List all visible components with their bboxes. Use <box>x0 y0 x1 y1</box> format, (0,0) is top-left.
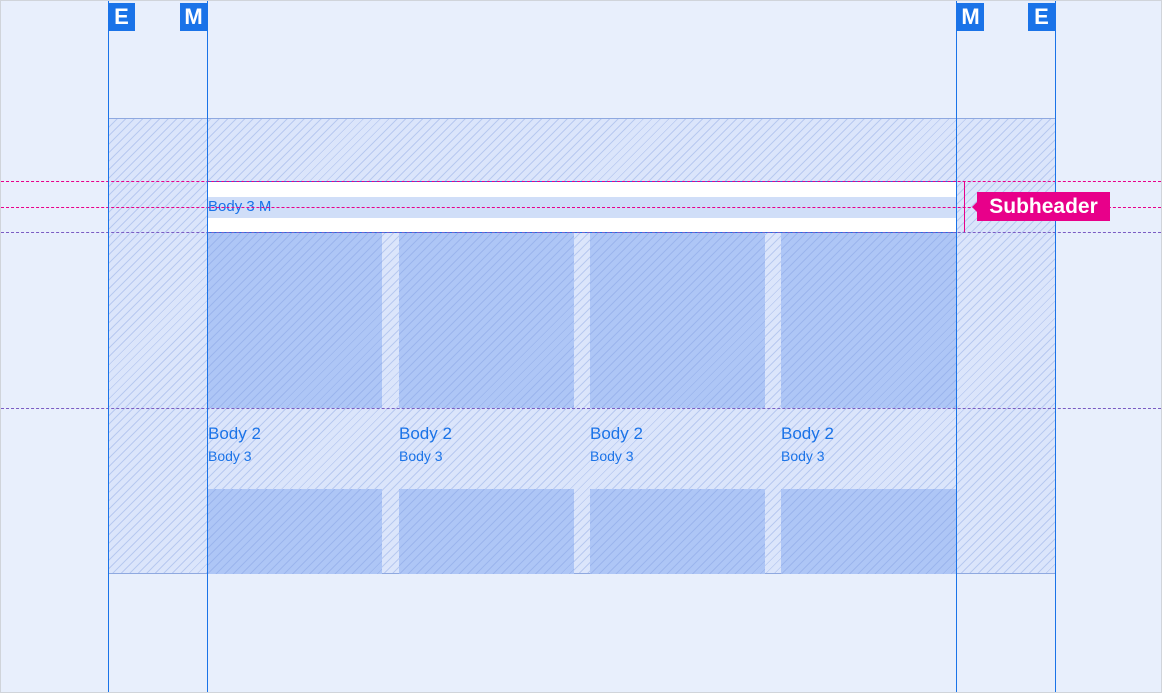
tile-image <box>399 489 574 574</box>
margin-line-right <box>956 1 957 692</box>
tile-image <box>207 232 382 408</box>
tile-title: Body 2 <box>399 424 452 443</box>
badge-pointer <box>972 202 977 212</box>
guide-line <box>1 232 1161 233</box>
tile-image <box>207 489 382 574</box>
tile-subtitle: Body 3 <box>781 448 825 464</box>
height-bracket <box>964 181 965 232</box>
tile-subtitle: Body 3 <box>208 448 252 464</box>
edge-marker: E <box>1028 3 1055 31</box>
tile-image <box>590 489 765 574</box>
margin-line-left <box>207 1 208 692</box>
margin-marker: M <box>180 3 207 31</box>
baseline-guide <box>1 207 1161 208</box>
guide-line <box>1 408 1161 409</box>
tile-title: Body 2 <box>208 424 261 443</box>
tile-image <box>781 232 956 408</box>
subheader-badge: Subheader <box>977 192 1110 221</box>
guide-line <box>1 181 1161 182</box>
subheader-text: Body 3 M <box>208 198 272 215</box>
tile-image <box>399 232 574 408</box>
tile-title: Body 2 <box>590 424 643 443</box>
tile-subtitle: Body 3 <box>590 448 634 464</box>
tile-subtitle: Body 3 <box>399 448 443 464</box>
margin-marker: M <box>957 3 984 31</box>
edge-line-right <box>1055 1 1056 692</box>
edge-marker: E <box>108 3 135 31</box>
tile-image <box>781 489 956 574</box>
tile-title: Body 2 <box>781 424 834 443</box>
tile-image <box>590 232 765 408</box>
edge-line-left <box>108 1 109 692</box>
